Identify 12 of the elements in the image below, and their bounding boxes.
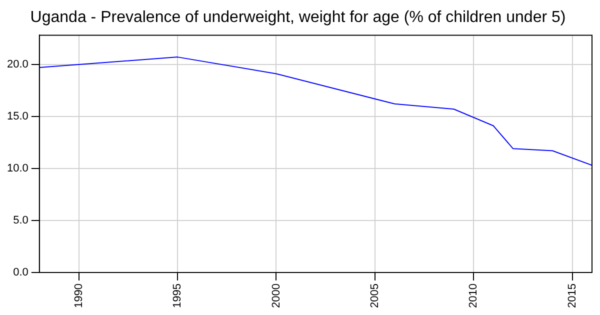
x-tick-label: 2015 (566, 284, 578, 308)
x-tick-label: 2000 (270, 284, 282, 308)
x-tick-label: 2010 (468, 284, 480, 308)
y-tick-label: 0.0 (13, 266, 28, 279)
y-tick-label: 20.0 (6, 58, 28, 70)
chart-title: Uganda - Prevalence of underweight, weight for age (% of children under 5) (30, 9, 566, 26)
x-tick-label: 2005 (368, 284, 381, 308)
y-tick-label: 5.0 (13, 214, 28, 227)
y-tick-label: 15.0 (6, 110, 28, 122)
y-tick-label: 10.0 (6, 162, 28, 174)
x-tick-label: 1995 (172, 284, 184, 308)
x-tick-label: 1990 (72, 284, 85, 308)
